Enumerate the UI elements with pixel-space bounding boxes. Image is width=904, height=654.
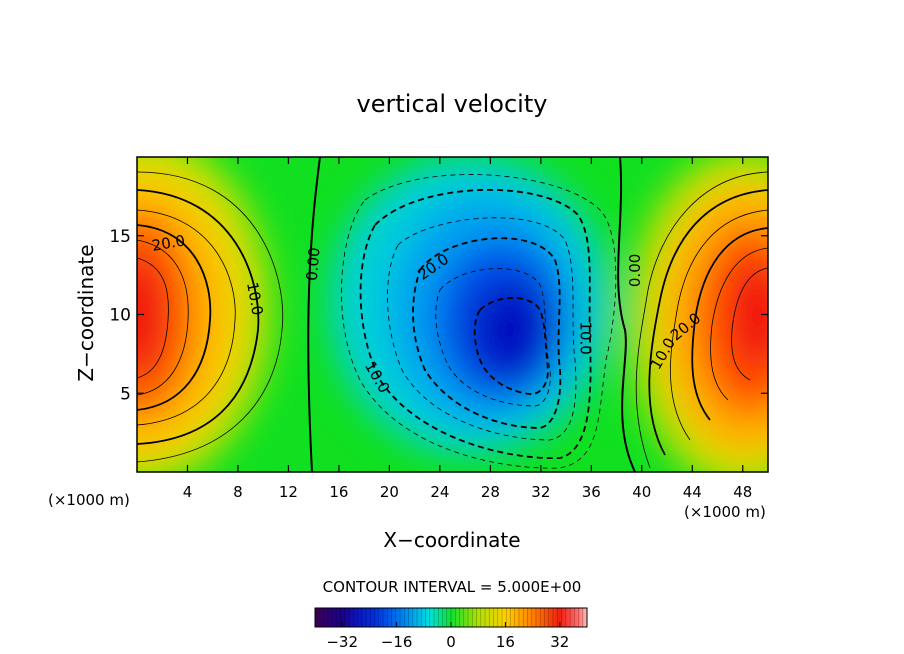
colorbar-ticks: −32 −16 0 16 32 bbox=[326, 622, 569, 651]
contour-label: 20.0 bbox=[150, 231, 186, 255]
contour-right-15 bbox=[670, 209, 768, 441]
y-tick-label: 15 bbox=[109, 227, 131, 247]
colorbar-tick-label: 16 bbox=[496, 633, 515, 651]
x-axis-label: X−coordinate bbox=[383, 528, 520, 552]
downdraft-core bbox=[470, 280, 550, 380]
contour-label: 0.00 bbox=[303, 247, 324, 282]
x-tick-label: 8 bbox=[233, 483, 243, 501]
contour-right-10 bbox=[648, 189, 768, 456]
x-tick-label: 24 bbox=[430, 483, 449, 501]
contour-down-10 bbox=[359, 189, 592, 460]
contour-right-5 bbox=[635, 171, 768, 469]
x-unit-left: (×1000 m) bbox=[48, 491, 130, 509]
right-updraft-core bbox=[730, 260, 768, 370]
contour-left-10 bbox=[137, 189, 260, 445]
y-axis-ticks: 5 10 15 bbox=[109, 227, 768, 404]
x-tick-label: 12 bbox=[279, 483, 298, 501]
x-unit-right: (×1000 m) bbox=[684, 503, 766, 521]
x-tick-label: 48 bbox=[733, 483, 752, 501]
x-tick-label: 36 bbox=[582, 483, 601, 501]
contour-right-30 bbox=[731, 267, 768, 381]
x-tick-label: 28 bbox=[481, 483, 500, 501]
x-tick-label: 40 bbox=[632, 483, 651, 501]
y-tick-label: 10 bbox=[109, 306, 131, 326]
contour-label: 10.0 bbox=[243, 281, 267, 317]
x-axis-ticks: 4 8 12 16 20 24 28 32 36 40 44 48 bbox=[183, 157, 752, 501]
contour-down-5 bbox=[341, 174, 617, 469]
contour-label: 0.00 bbox=[626, 254, 644, 287]
contour-interval-text: CONTOUR INTERVAL = 5.000E+00 bbox=[323, 578, 582, 596]
y-axis-label: Z−coordinate bbox=[74, 244, 98, 381]
chart-title: vertical velocity bbox=[357, 90, 548, 118]
contour-left-25 bbox=[137, 239, 189, 396]
contour-right-25 bbox=[710, 247, 768, 401]
contour-left-20 bbox=[137, 224, 212, 411]
contour-left-5 bbox=[137, 171, 284, 463]
contour-down-15 bbox=[387, 217, 577, 441]
contour-left-15 bbox=[137, 209, 236, 426]
x-tick-label: 20 bbox=[380, 483, 399, 501]
contour-label: 10.0 bbox=[577, 321, 595, 354]
x-tick-label: 4 bbox=[183, 483, 193, 501]
x-tick-label: 32 bbox=[531, 483, 550, 501]
x-tick-label: 16 bbox=[329, 483, 348, 501]
colorbar-tick-label: 32 bbox=[550, 633, 569, 651]
contour-right-20 bbox=[691, 227, 768, 421]
contour-left-30 bbox=[137, 257, 169, 379]
contour-right-0 bbox=[617, 157, 636, 472]
contour-down-20 bbox=[412, 237, 562, 429]
colorbar: −32 −16 0 16 32 bbox=[314, 607, 588, 651]
contour-left-0 bbox=[307, 157, 321, 472]
colorbar-tick-label: −16 bbox=[381, 633, 413, 651]
colorbar-tick-label: 0 bbox=[446, 633, 456, 651]
x-tick-label: 44 bbox=[683, 483, 702, 501]
colorbar-tick-label: −32 bbox=[326, 633, 358, 651]
colorbar-segments bbox=[318, 608, 584, 627]
left-updraft-core bbox=[137, 250, 168, 380]
contour-down-25 bbox=[435, 268, 551, 407]
y-tick-label: 5 bbox=[120, 384, 131, 404]
